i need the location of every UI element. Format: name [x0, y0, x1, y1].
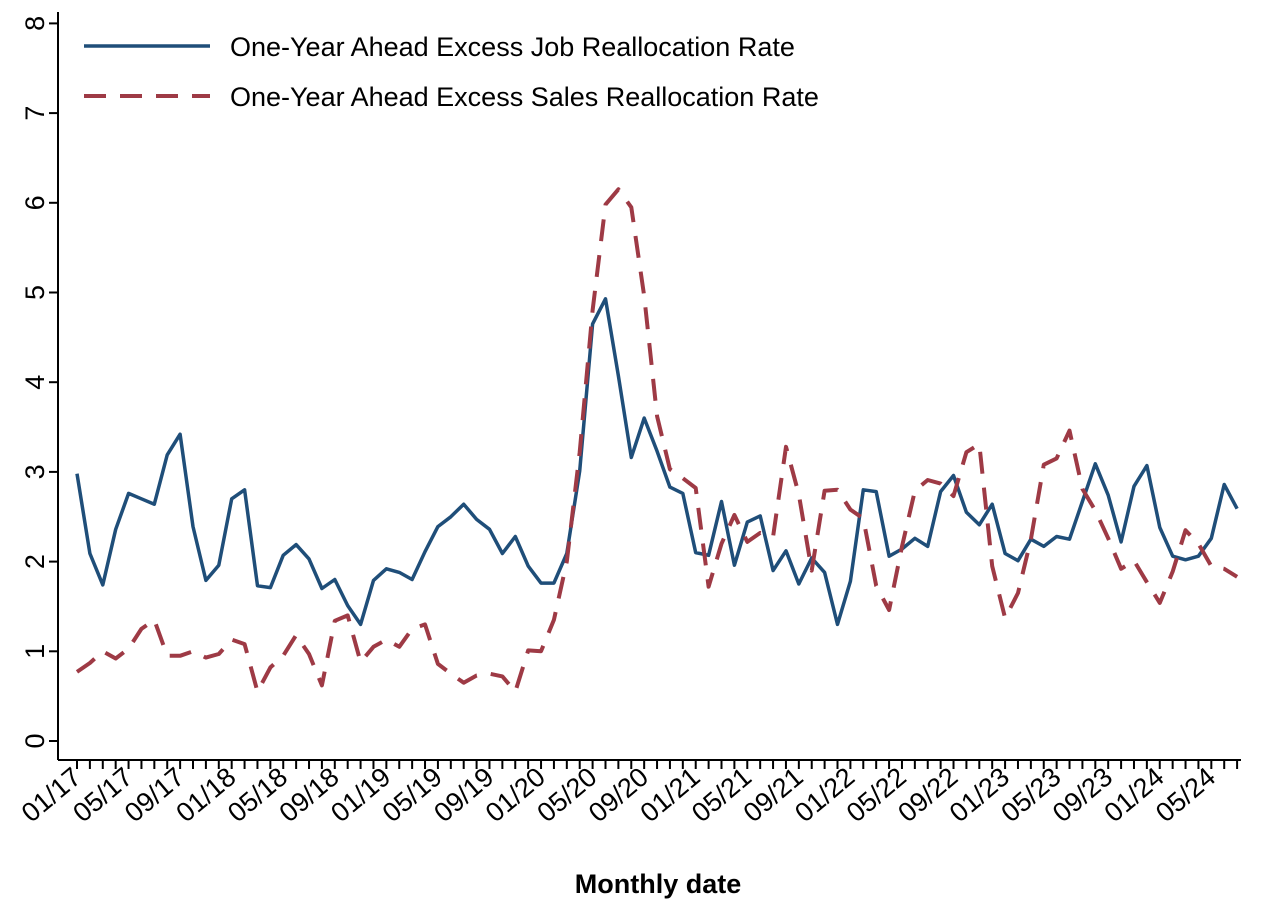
x-tick-label: 09/20	[583, 762, 654, 828]
x-tick-label: 05/21	[686, 762, 757, 828]
x-tick-label: 09/18	[274, 762, 345, 828]
y-tick-labels: 0 1 2 3 4 5 6 7 8	[20, 16, 50, 749]
x-tick-label: 09/21	[738, 762, 809, 828]
y-tick-label: 4	[20, 375, 50, 390]
y-tick-label: 7	[20, 106, 50, 121]
x-tick-label: 05/22	[841, 762, 912, 828]
series-line-sales	[75, 187, 1239, 694]
y-tick-label: 2	[20, 554, 50, 569]
y-tick-label: 3	[20, 464, 50, 479]
axes	[49, 12, 1241, 769]
x-tick-label: 09/23	[1047, 762, 1118, 828]
x-tick-label: 05/20	[531, 762, 602, 828]
x-tick-label: 05/18	[222, 762, 293, 828]
y-tick-label: 6	[20, 195, 50, 210]
x-tick-label: 05/23	[995, 762, 1066, 828]
x-tick-label: 01/21	[635, 762, 706, 828]
x-tick-label: 09/22	[892, 762, 963, 828]
series-lines	[75, 187, 1239, 694]
x-tick-label: 05/19	[377, 762, 448, 828]
x-tick-label: 05/17	[67, 762, 138, 828]
y-tick-label: 8	[20, 16, 50, 31]
x-tick-label: 09/19	[428, 762, 499, 828]
y-tick-label: 5	[20, 285, 50, 300]
x-tick-label: 01/18	[170, 762, 241, 828]
x-axis-title: Monthly date	[575, 869, 742, 899]
x-tick-label: 01/22	[789, 762, 860, 828]
x-tick-label: 01/20	[480, 762, 551, 828]
legend: One-Year Ahead Excess Job Reallocation R…	[84, 32, 819, 112]
x-tick-label: 01/24	[1099, 762, 1170, 828]
x-tick-label: 05/24	[1150, 762, 1221, 828]
legend-label-sales: One-Year Ahead Excess Sales Reallocation…	[230, 82, 819, 112]
x-tick-labels: 01/1705/1709/1701/1805/1809/1801/1905/19…	[16, 762, 1221, 828]
series-line-job	[75, 297, 1239, 627]
legend-label-job: One-Year Ahead Excess Job Reallocation R…	[230, 32, 795, 62]
y-tick-label: 1	[20, 644, 50, 659]
x-tick-label: 01/17	[16, 762, 87, 828]
x-tick-label: 01/19	[325, 762, 396, 828]
x-tick-label: 01/23	[944, 762, 1015, 828]
x-tick-label: 09/17	[119, 762, 190, 828]
y-tick-label: 0	[20, 733, 50, 748]
